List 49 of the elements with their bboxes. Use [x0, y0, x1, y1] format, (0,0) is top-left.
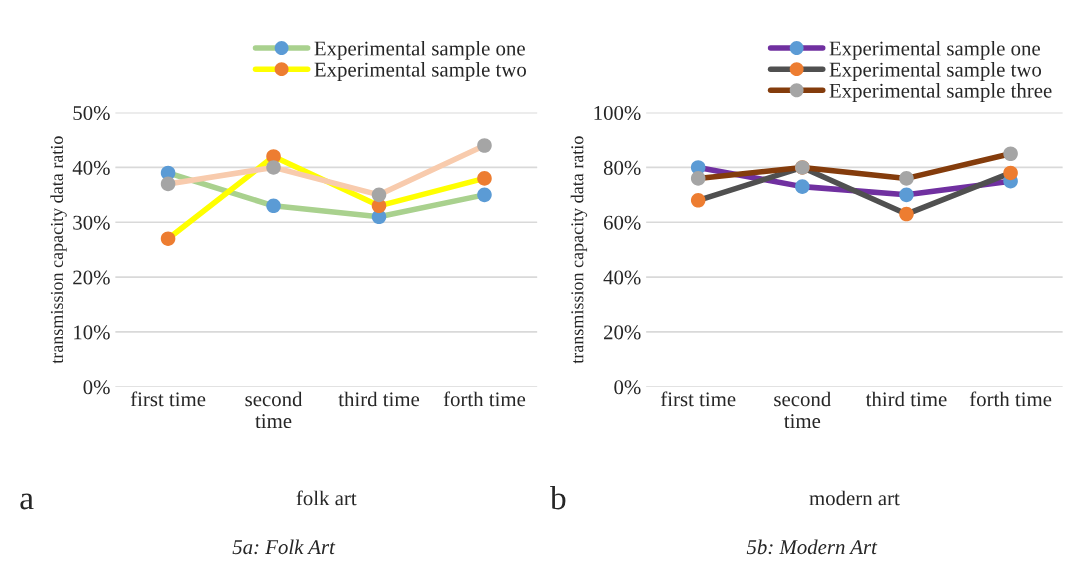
point — [899, 187, 914, 203]
y-tick-label: 50% — [73, 105, 110, 121]
point — [1003, 165, 1018, 181]
y-axis-title: transmission capacity data ratio — [50, 136, 67, 364]
point — [371, 187, 387, 203]
x-tick-label: third time — [338, 391, 420, 407]
legend-label: Experimental sample two — [829, 61, 1042, 81]
point — [690, 193, 706, 208]
point — [266, 198, 281, 214]
y-tick-label: 60% — [603, 215, 641, 230]
point — [477, 138, 492, 153]
point — [160, 231, 176, 247]
legend-label: Experimental sample one — [829, 40, 1040, 60]
y-tick-label: 20% — [73, 270, 110, 285]
x-tick-label: third time — [865, 391, 947, 407]
x-tick-label: second time — [774, 391, 831, 429]
x-axis-title: modern art — [809, 490, 900, 506]
point — [899, 171, 914, 186]
x-tick-label: forth time — [969, 391, 1052, 407]
text: 5b: Modern Art — [746, 539, 878, 555]
y-axis-title: transmission capacity data ratio — [570, 136, 588, 364]
point — [690, 171, 706, 186]
text: b — [550, 485, 566, 510]
point — [795, 179, 810, 194]
y-tick-label: 80% — [603, 160, 641, 175]
point — [160, 176, 176, 192]
x-axis-title: folk art — [296, 490, 357, 506]
y-tick-label: 0% — [614, 380, 641, 395]
y-tick-label: 0% — [83, 380, 110, 395]
point — [1003, 146, 1018, 162]
y-tick-label: 10% — [74, 325, 110, 340]
legend-label: Experimental sample one — [314, 40, 525, 60]
legend-label: Experimental sample two — [314, 61, 526, 81]
x-tick-label: second time — [245, 391, 303, 429]
point — [477, 187, 492, 203]
y-tick-label: 30% — [73, 215, 110, 230]
point — [477, 171, 492, 186]
y-tick-label: 40% — [603, 270, 641, 285]
y-tick-label: 40% — [72, 160, 110, 175]
point — [899, 206, 914, 222]
text: 5a: Folk Art — [232, 539, 336, 555]
x-tick-label: first time — [660, 391, 736, 407]
point — [266, 160, 281, 175]
text: a — [20, 493, 34, 510]
legend-label: Experimental sample three — [829, 83, 1052, 102]
x-tick-label: first time — [130, 391, 206, 407]
y-tick-label: 20% — [604, 325, 641, 340]
x-tick-label: forth time — [443, 391, 526, 407]
y-tick-label: 100% — [594, 105, 641, 121]
